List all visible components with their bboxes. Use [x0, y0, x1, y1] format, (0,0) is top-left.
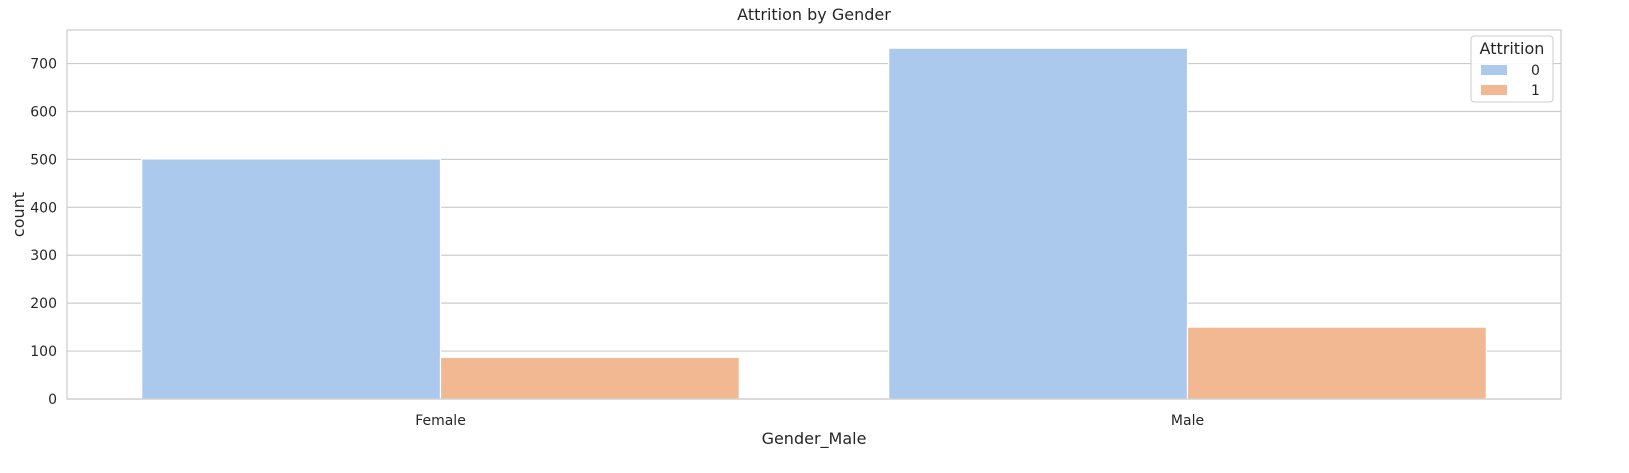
legend-label-0: 0: [1531, 63, 1540, 79]
x-axis-label: Gender_Male: [762, 429, 867, 449]
y-tick-label: 300: [30, 248, 57, 264]
bar-male-attrition-1: [1186, 326, 1487, 400]
y-tick-label: 500: [30, 152, 57, 168]
y-tick-label: 0: [48, 392, 57, 408]
y-tick-label: 100: [30, 344, 57, 360]
legend-label-1: 1: [1531, 83, 1540, 99]
bar-female-attrition-0: [141, 158, 442, 400]
x-tick-label: Male: [1171, 413, 1204, 429]
y-tick-label: 200: [30, 296, 57, 312]
x-tick-label: Female: [415, 413, 466, 429]
plot-frame: [66, 29, 1562, 400]
y-tick-label: 600: [30, 104, 57, 120]
chart-title: Attrition by Gender: [737, 5, 891, 24]
legend: Attrition 0 1: [1470, 35, 1554, 103]
y-axis-ticks: 0 100 200 300 400 500 600 700: [30, 57, 57, 408]
legend-swatch-0: [1481, 65, 1507, 75]
x-axis-ticks: Female Male: [415, 413, 1204, 429]
bar-female-attrition-1: [439, 356, 740, 400]
y-tick-label: 700: [30, 57, 57, 73]
legend-title: Attrition: [1480, 39, 1545, 58]
bar-male-attrition-0: [888, 47, 1189, 400]
y-axis-label: count: [9, 192, 28, 237]
y-tick-label: 400: [30, 200, 57, 216]
bars-group: [141, 47, 1487, 400]
legend-swatch-1: [1481, 85, 1507, 95]
